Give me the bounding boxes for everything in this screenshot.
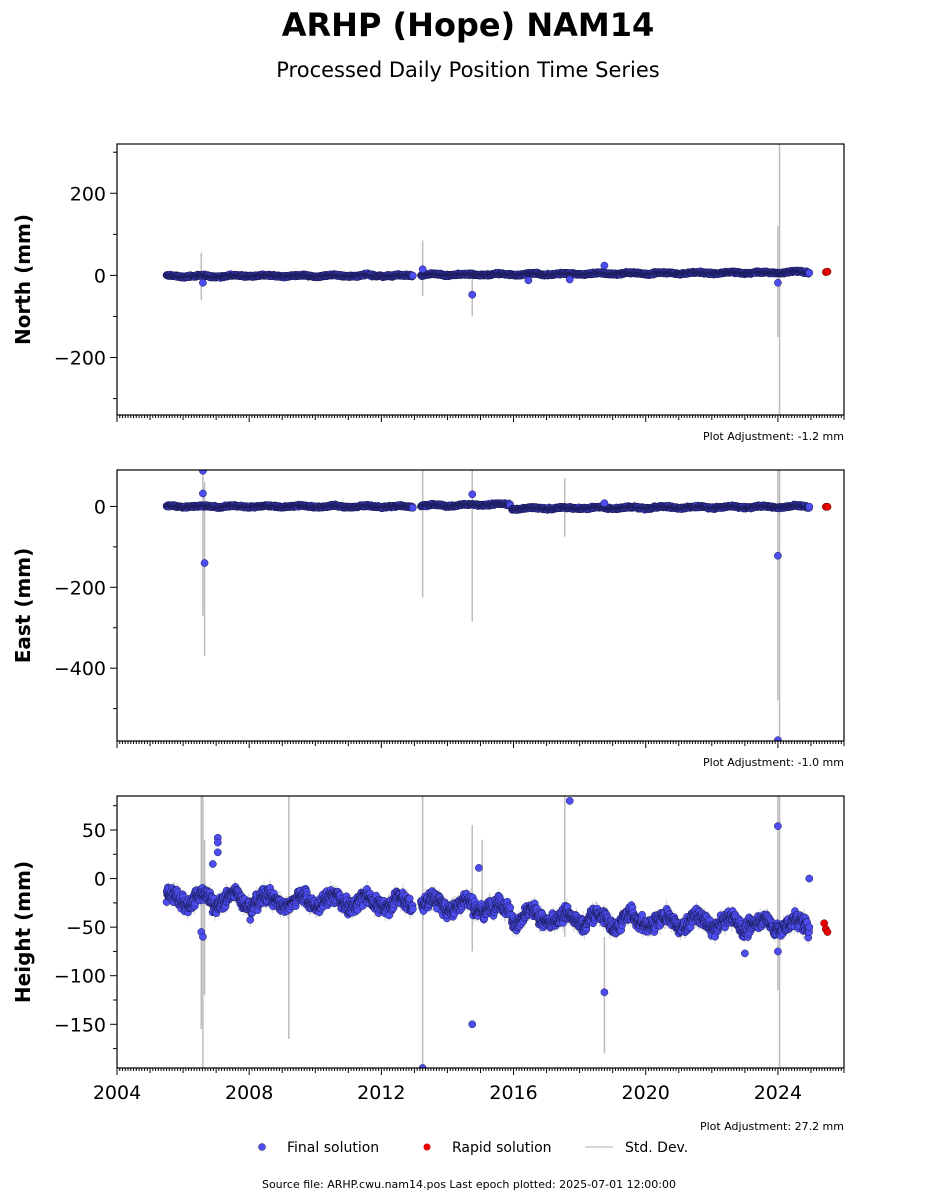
- x-axis: [116, 415, 845, 422]
- final-point: [408, 271, 417, 280]
- y-tick-label: 0: [94, 265, 106, 287]
- final-outlier-point: [565, 275, 574, 284]
- rapid-point: [823, 267, 832, 276]
- final-outlier-point: [418, 265, 427, 274]
- final-outlier-point: [524, 276, 533, 285]
- chart-subtitle: Processed Daily Position Time Series: [276, 58, 660, 82]
- final-outlier-point: [468, 290, 477, 299]
- rapid-solution-points: [821, 267, 832, 276]
- y-tick-label: −200: [54, 348, 106, 370]
- chart-title: ARHP (Hope) NAM14: [282, 6, 654, 44]
- final-outlier-point: [774, 278, 782, 287]
- plot-area: [162, 470, 832, 741]
- y-tick-label: 200: [70, 183, 106, 205]
- plot-adjustment-note: Plot Adjustment: -1.2 mm: [703, 430, 844, 443]
- north-panel: −200 0 200 North (mm) Plot Adjustment: -1.2 …: [11, 143, 845, 443]
- final-outlier-point: [199, 278, 207, 287]
- final-outlier-point: [600, 261, 609, 270]
- y-axis: −200 0 200: [54, 151, 117, 400]
- final-point: [805, 268, 814, 277]
- y-axis-label: North (mm): [11, 214, 35, 345]
- plot-area: [162, 144, 832, 415]
- final-solution-points: [162, 470, 814, 741]
- final-solution-points: [162, 261, 814, 299]
